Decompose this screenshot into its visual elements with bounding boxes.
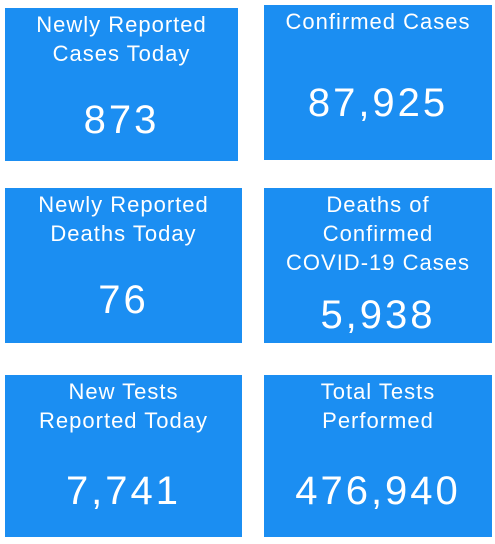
tile-label: Total Tests Performed [264,377,492,435]
tile-value: 5,938 [320,293,436,337]
tile-value: 76 [98,278,149,322]
label-line: Newly Reported [36,12,207,37]
tile-value: 476,940 [295,469,461,513]
label-line: Performed [322,408,434,433]
tile-value: 7,741 [65,469,182,513]
label-line: Total Tests [320,379,436,404]
tile-label: Deaths of Confirmed COVID-19 Cases [264,190,492,277]
tile-label: Confirmed Cases [264,7,492,36]
tile-label: Newly Reported Deaths Today [5,190,242,248]
label-line: New Tests [68,379,179,404]
label-line: Reported Today [39,408,208,433]
label-line: Deaths Today [50,221,197,246]
tile-value: 87,925 [307,81,449,125]
label-line: Newly Reported [38,192,209,217]
tile-label: Newly Reported Cases Today [5,10,238,68]
stat-tile: New Tests Reported Today 7,741 [5,375,242,537]
label-line: Cases Today [52,41,191,66]
stat-tile: Newly Reported Cases Today 873 [5,8,238,161]
label-line: Deaths of [326,192,430,217]
stat-tile: Total Tests Performed 476,940 [264,375,492,537]
label-line: COVID-19 Cases [286,250,470,275]
label-line: Confirmed [322,221,434,246]
stat-tile: Newly Reported Deaths Today 76 [5,188,242,343]
label-line: Confirmed Cases [285,9,471,34]
stat-tile: Deaths of Confirmed COVID-19 Cases 5,938 [264,188,492,343]
tile-value: 873 [83,98,160,142]
stat-tile: Confirmed Cases 87,925 [264,5,492,160]
tile-label: New Tests Reported Today [5,377,242,435]
